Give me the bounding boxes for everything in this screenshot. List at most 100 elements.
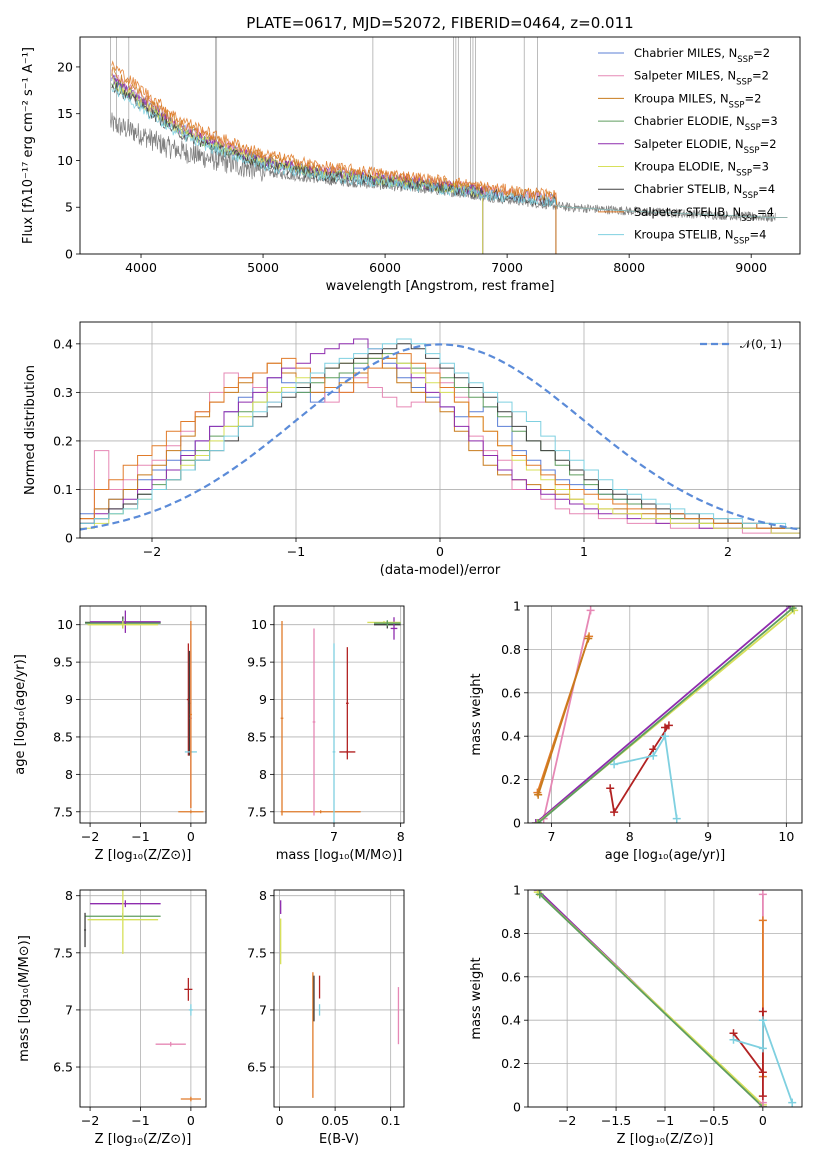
legend-subscript: SSP: [736, 78, 752, 88]
y-axis-label: age [log₁₀(age/yr)]: [13, 654, 28, 775]
y-tick-label: 1: [513, 599, 521, 614]
axes-frame: [527, 889, 803, 1108]
axes-frame: [527, 605, 803, 824]
y-tick-label: 0.8: [501, 642, 521, 657]
x-tick-label: −2: [81, 829, 99, 844]
marker-plus: [758, 1007, 767, 1016]
x-tick-label: 4000: [125, 260, 157, 275]
plot-area: [280, 900, 400, 1098]
histogram-7: [80, 353, 800, 529]
panel-weight-vs-age: 7 8 9 10 0 0.2 0.4 0.6 0.8 1 age [log₁₀(age/yr)] ma…: [469, 599, 803, 863]
x-tick-label: 10: [778, 829, 794, 844]
x-tick-label: −2: [81, 1113, 99, 1128]
marker-plus: [531, 819, 540, 823]
y-tick-label: 5: [65, 200, 73, 215]
x-axis-label: age [log₁₀(age/yr)]: [605, 848, 726, 863]
weight-line-5: [732, 1011, 764, 1097]
y-tick-label: 0.2: [53, 433, 73, 448]
panel-spectrum: 4000 5000 6000 7000 8000 9000 0 5 10 15 20 waveleng…: [21, 14, 801, 294]
marker-plus: [661, 732, 669, 741]
y-tick-label: 6.5: [247, 1060, 267, 1075]
y-tick-label: 8: [65, 888, 73, 903]
y-tick-label: 7.5: [247, 945, 267, 960]
legend-suffix: =4: [749, 228, 766, 242]
y-tick-label: 0.6: [501, 969, 521, 984]
weight-line-3: [535, 606, 791, 823]
y-tick-label: 0.4: [501, 729, 521, 744]
x-axis-label: (data-model)/error: [380, 563, 501, 578]
legend-subscript: SSP: [741, 214, 757, 224]
legend-subscript: SSP: [734, 237, 750, 247]
marker-plus: [535, 890, 544, 899]
x-axis-label: wavelength [Angstrom, rest frame]: [326, 279, 555, 294]
y-axis-label: mass weight: [469, 673, 484, 755]
x-tick-label: 7: [330, 829, 338, 844]
axes-frame: [79, 36, 801, 255]
model-line-8: [111, 86, 788, 218]
model-line-0: [111, 73, 556, 205]
marker-plus: [758, 916, 767, 925]
x-tick-label: 8: [626, 829, 634, 844]
legend-label: Kroupa MILES, NSSP=2: [634, 91, 761, 110]
panel-mass-vs-Z: −2 −1 0 6.5 7 7.5 8 Z [log₁₀(Z/Z⊙)] mass [log₁₀(…: [17, 888, 207, 1147]
y-tick-label: 0: [513, 1100, 521, 1115]
x-tick-label: 7: [548, 829, 556, 844]
marker-plus: [758, 1068, 767, 1077]
y-tick-label: 8: [259, 888, 267, 903]
y-tick-label: 9.5: [53, 655, 73, 670]
x-tick-label: 0: [759, 1113, 767, 1128]
y-tick-label: 0.2: [501, 1056, 521, 1071]
y-tick-label: 0: [513, 816, 521, 831]
x-tick-label: 1: [580, 544, 588, 559]
legend-label: Salpeter MILES, NSSP=2: [634, 69, 769, 88]
marker-plus: [534, 790, 543, 799]
y-tick-label: 8: [259, 767, 267, 782]
weight-line-6: [733, 1019, 794, 1104]
y-tick-label: 10: [57, 153, 73, 168]
x-tick-label: −1: [656, 1113, 674, 1128]
plot-area: [531, 606, 799, 823]
x-tick-label: 6000: [369, 260, 401, 275]
y-tick-label: 0.1: [53, 482, 73, 497]
marker-plus: [729, 1035, 738, 1044]
plot-area: [533, 890, 797, 1107]
legend-suffix: =4: [758, 182, 775, 196]
marker-plus: [788, 1098, 797, 1107]
x-axis-label: Z [log₁₀(Z/Z⊙)]: [617, 1132, 714, 1147]
weight-line-7: [613, 733, 678, 819]
y-tick-label: 10: [57, 617, 73, 632]
legend: Chabrier MILES, NSSP=2 Salpeter MILES, NS…: [598, 46, 778, 247]
y-tick-label: 0.2: [501, 772, 521, 787]
x-tick-label: 8000: [613, 260, 645, 275]
model-line-4: [111, 75, 484, 198]
x-tick-label: 0.1: [381, 1113, 401, 1128]
panel-residuals: −2 −1 0 1 2 0 0.1 0.2 0.3 0.4 (data-model)/error No…: [23, 321, 801, 578]
legend-suffix: =2: [752, 69, 769, 83]
y-tick-label: 7.5: [53, 945, 73, 960]
marker-plus: [758, 1044, 767, 1053]
marker-plus: [610, 760, 619, 769]
y-tick-label: 0.6: [501, 685, 521, 700]
legend-subscript: SSP: [729, 100, 745, 110]
y-axis-label: mass [log₁₀(M/M⊙)]: [17, 935, 32, 1062]
marker-plus: [649, 751, 658, 760]
plot-area: [85, 610, 204, 814]
x-tick-label: 7000: [491, 260, 523, 275]
plot-area: [84, 890, 201, 1102]
x-tick-label: 2: [724, 544, 732, 559]
chart-title: PLATE=0617, MJD=52072, FIBERID=0464, z=0…: [246, 14, 633, 32]
marker-plus: [661, 723, 669, 732]
y-tick-label: 0: [65, 531, 73, 546]
panel-weight-vs-Z: −2 −1.5 −1 −0.5 0 0 0.2 0.4 0.6 0.8 1 Z [log₁₀(Z/Z⊙…: [469, 883, 803, 1147]
y-tick-label: 10: [251, 617, 267, 632]
legend-subscript: SSP: [736, 169, 752, 179]
marker-plus: [534, 819, 543, 823]
x-tick-label: −2: [143, 544, 161, 559]
x-axis-label: mass [log₁₀(M/M⊙)]: [276, 848, 403, 863]
x-tick-label: 5000: [247, 260, 279, 275]
model-line-3: [111, 77, 483, 198]
y-axis-label: mass weight: [469, 957, 484, 1039]
y-tick-label: 0.4: [501, 1013, 521, 1028]
x-tick-label: 0.05: [321, 1113, 349, 1128]
marker-plus: [606, 784, 615, 793]
